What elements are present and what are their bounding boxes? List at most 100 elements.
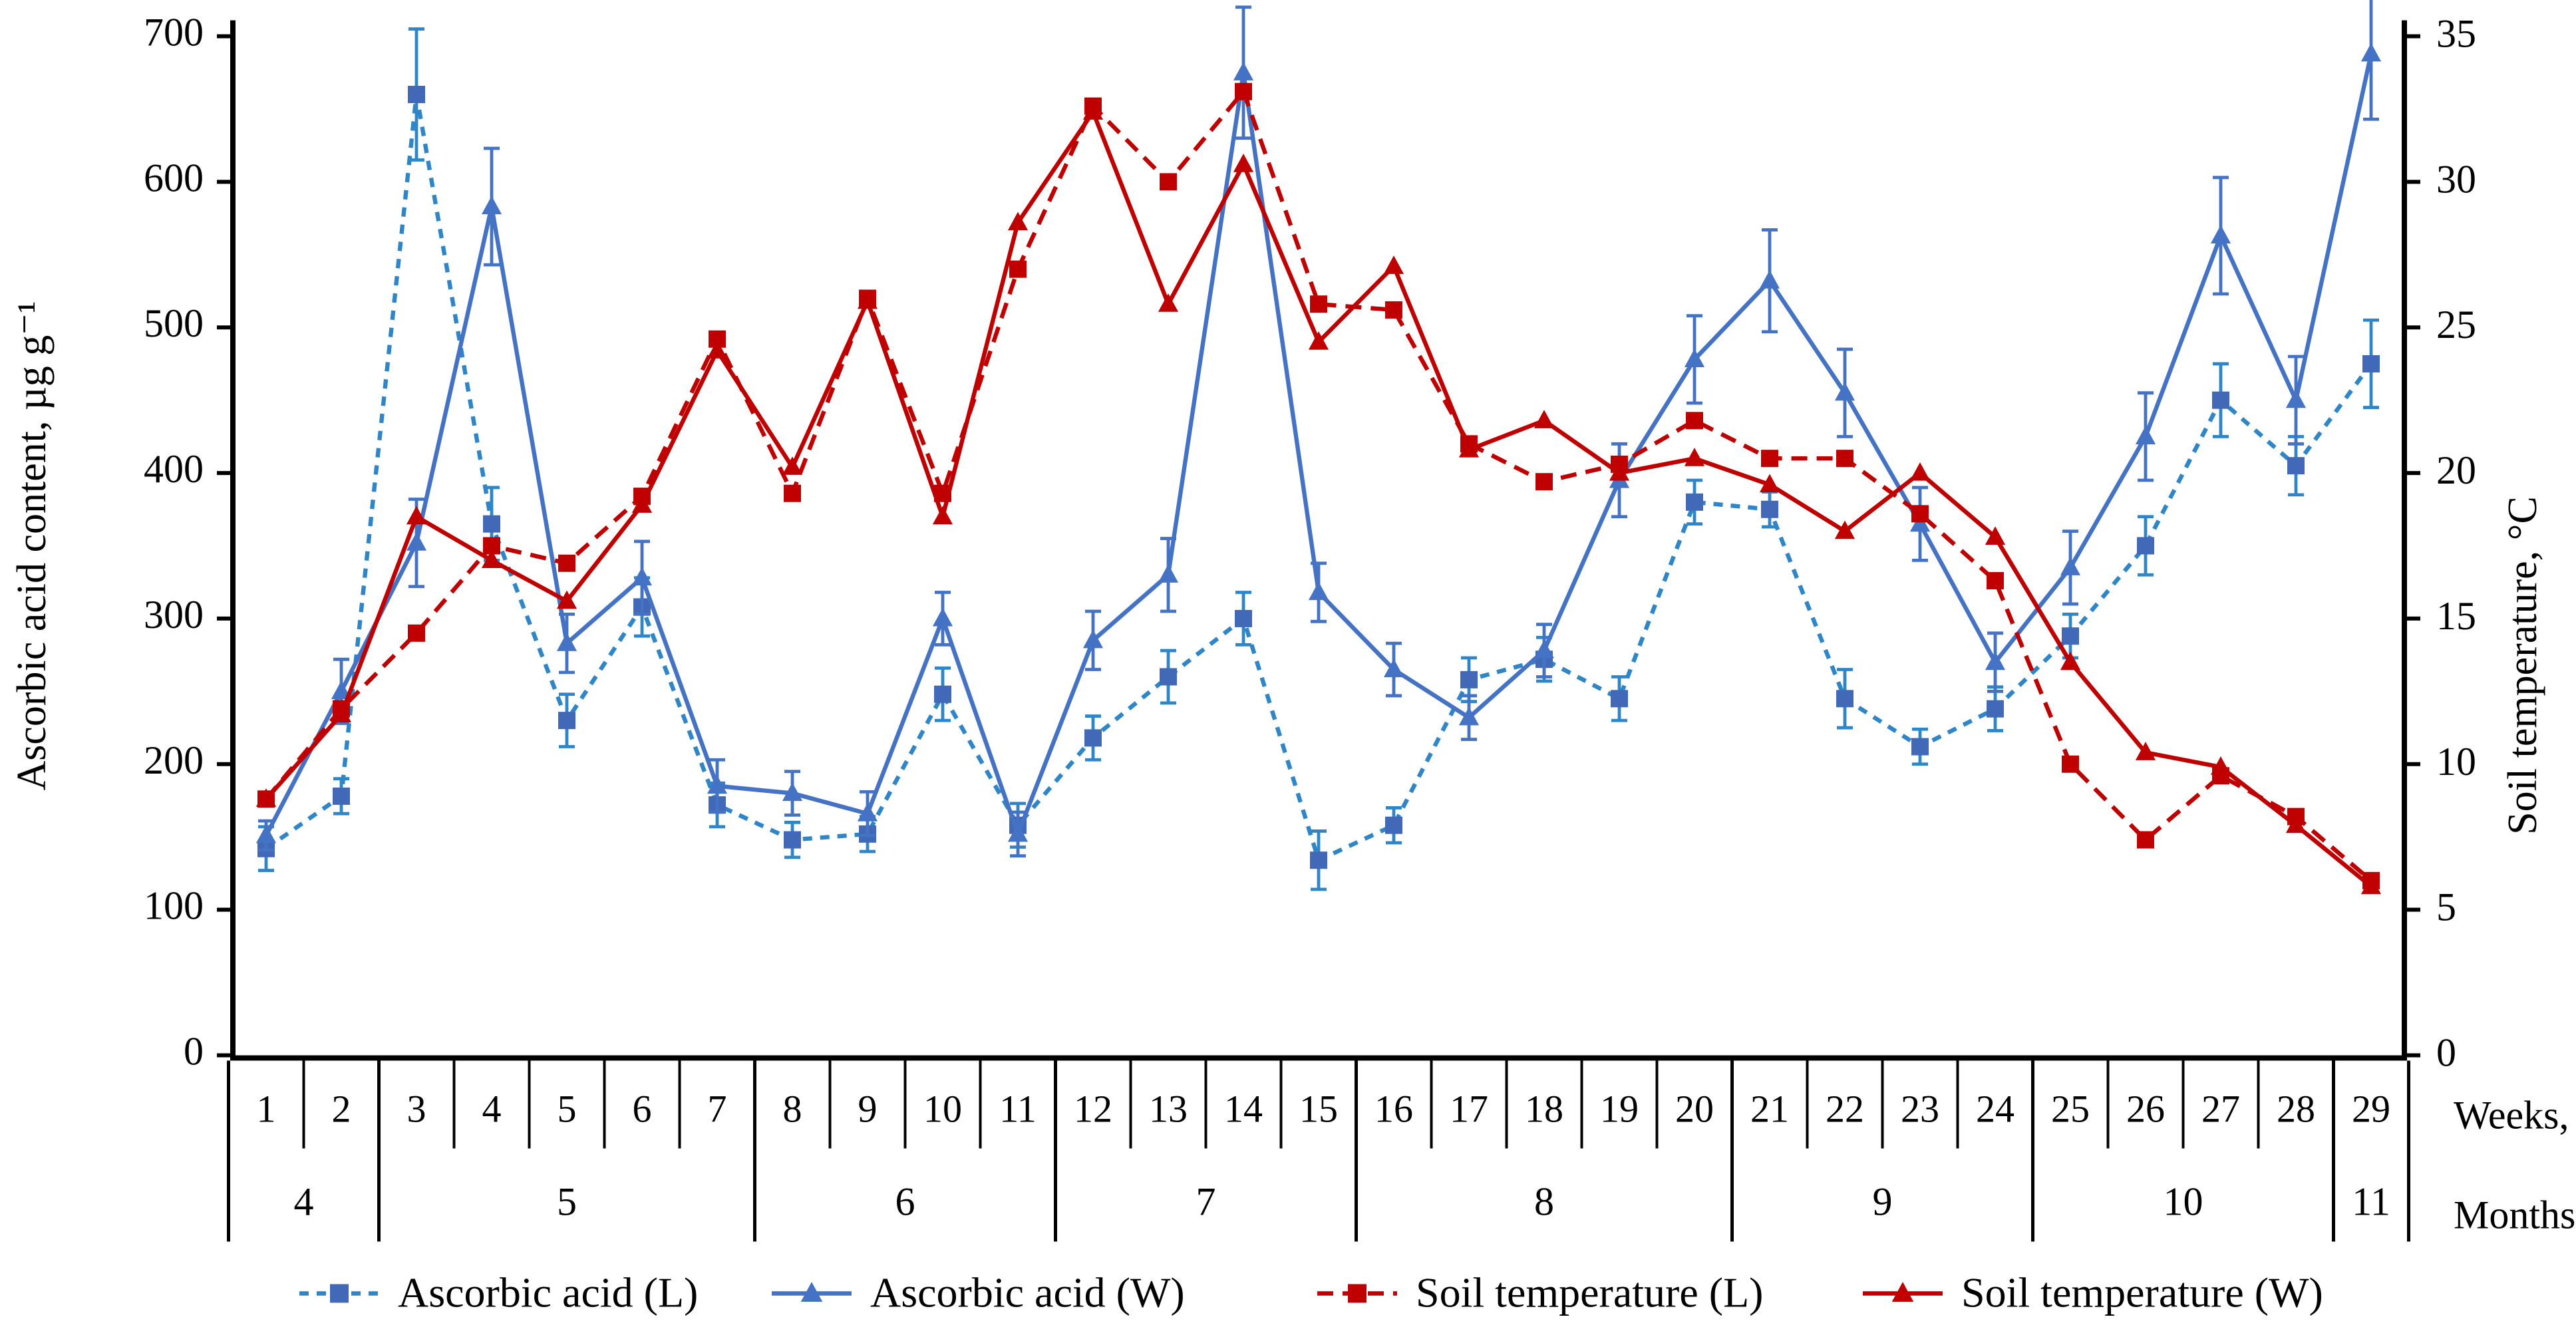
- week-label: 20: [1675, 1088, 1714, 1131]
- y-right-tick-label: 20: [2436, 448, 2476, 492]
- data-point-square: [1460, 670, 1478, 688]
- y-right-tick-label: 10: [2436, 740, 2476, 784]
- series-line: [265, 94, 2373, 863]
- y-right-tick-label: 0: [2436, 1031, 2456, 1075]
- month-label: 10: [2164, 1180, 2203, 1224]
- month-label: 9: [1873, 1180, 1893, 1224]
- week-label: 26: [2126, 1088, 2165, 1131]
- data-point-triangle: [1759, 474, 1780, 493]
- data-point-triangle: [1909, 462, 1931, 481]
- week-label: 25: [2051, 1088, 2090, 1131]
- data-point-triangle: [1007, 212, 1029, 231]
- week-label: 1: [257, 1088, 276, 1131]
- data-point-square: [330, 1284, 349, 1303]
- data-point-triangle: [2060, 651, 2081, 670]
- data-point-square: [1836, 450, 1853, 468]
- data-point-triangle: [1759, 270, 1780, 289]
- data-point-square: [1160, 668, 1177, 686]
- data-point-triangle: [1684, 349, 1705, 367]
- legend-item: Ascorbic acid (L): [299, 1269, 698, 1316]
- month-label: 6: [895, 1180, 915, 1224]
- data-point-triangle: [406, 532, 427, 551]
- data-point-square: [1084, 729, 1102, 747]
- series-soil-temperature-w: [255, 101, 2382, 895]
- legend: Ascorbic acid (L) Ascorbic acid (W) Soil t…: [299, 1269, 2323, 1316]
- week-label: 29: [2352, 1088, 2390, 1131]
- week-label: 24: [1976, 1088, 2014, 1131]
- week-label: 14: [1224, 1088, 1263, 1131]
- data-point-triangle: [556, 590, 577, 609]
- y-left-tick-label: 100: [144, 884, 204, 928]
- week-label: 8: [783, 1088, 802, 1131]
- data-point-square: [1987, 700, 2004, 718]
- data-point-triangle: [1158, 293, 1179, 312]
- series-soil-temperature-l: [257, 82, 2380, 889]
- data-point-triangle: [2135, 742, 2156, 760]
- data-point-square: [1761, 500, 1778, 518]
- data-point-square: [1836, 690, 1853, 708]
- y-right-axis-title: Soil temperature, °C: [2500, 496, 2545, 835]
- data-point-square: [558, 554, 575, 572]
- data-point-triangle: [2060, 557, 2081, 575]
- week-label: 11: [999, 1088, 1037, 1131]
- data-point-square: [1160, 173, 1177, 191]
- data-point-triangle: [1834, 382, 1855, 401]
- legend-item: Soil temperature (W): [1863, 1269, 2323, 1316]
- data-point-triangle: [932, 607, 953, 627]
- data-point-square: [784, 484, 801, 502]
- data-point-triangle: [782, 782, 803, 802]
- y-left-tick-label: 300: [144, 593, 204, 637]
- y-left-ticks: 0 100 200 300 400 500 600 700: [144, 11, 233, 1074]
- legend-item: Ascorbic acid (W): [772, 1269, 1185, 1316]
- data-point-square: [1385, 301, 1402, 319]
- week-label: 6: [633, 1088, 652, 1131]
- series-line: [264, 53, 2374, 841]
- data-point-square: [1686, 493, 1703, 511]
- data-point-square: [1310, 295, 1327, 313]
- data-point-triangle: [1985, 651, 2006, 670]
- data-point-square: [1911, 505, 1929, 523]
- data-point-triangle: [1533, 639, 1555, 659]
- months-caption: Months: [2454, 1193, 2575, 1237]
- data-point-triangle: [481, 196, 502, 215]
- axes: [230, 20, 2407, 1058]
- y-left-tick-label: 200: [144, 738, 204, 782]
- data-point-triangle: [406, 506, 427, 525]
- data-point-square: [1911, 738, 1929, 756]
- data-point-triangle: [1308, 331, 1329, 350]
- week-label: 22: [1826, 1088, 1864, 1131]
- data-point-square: [408, 624, 425, 642]
- series-line: [264, 107, 2373, 889]
- data-point-triangle: [707, 340, 728, 359]
- data-point-triangle: [1891, 1282, 1914, 1302]
- series-ascorbic-acid-l: [257, 27, 2380, 891]
- data-point-triangle: [707, 775, 728, 794]
- data-point-triangle: [2210, 225, 2231, 243]
- week-label: 9: [858, 1088, 878, 1131]
- legend-label: Soil temperature (W): [1961, 1269, 2323, 1316]
- week-label: 19: [1600, 1088, 1639, 1131]
- week-label: 12: [1074, 1088, 1112, 1131]
- legend-label: Soil temperature (L): [1416, 1269, 1763, 1316]
- data-point-triangle: [2210, 756, 2231, 775]
- data-point-square: [408, 86, 425, 104]
- y-left-tick-label: 700: [144, 11, 204, 55]
- legend-item: Soil temperature (L): [1317, 1269, 1763, 1316]
- data-point-square: [1385, 816, 1402, 834]
- week-label: 23: [1901, 1088, 1939, 1131]
- data-point-square: [333, 787, 350, 805]
- data-point-triangle: [1158, 564, 1179, 583]
- y-right-tick-label: 30: [2436, 157, 2476, 201]
- y-left-tick-label: 400: [144, 447, 204, 491]
- week-label: 27: [2201, 1088, 2240, 1131]
- data-point-triangle: [857, 803, 878, 821]
- data-point-triangle: [481, 549, 502, 568]
- month-label: 7: [1196, 1180, 1216, 1224]
- data-point-triangle: [1007, 823, 1029, 842]
- y-right-tick-label: 25: [2436, 303, 2476, 347]
- week-label: 4: [482, 1088, 502, 1131]
- legend-label: Ascorbic acid (W): [870, 1269, 1185, 1316]
- week-label: 10: [923, 1088, 962, 1131]
